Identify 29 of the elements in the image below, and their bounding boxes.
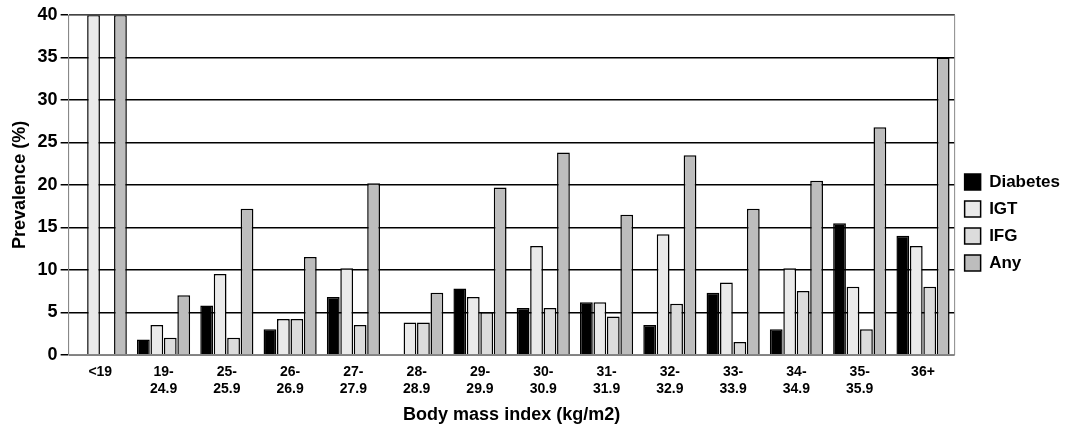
- x-tick-label: 35- 35.9: [846, 363, 874, 396]
- x-tick-label: 28- 28.9: [403, 363, 431, 396]
- y-tick-label: 0: [47, 343, 58, 364]
- x-tick-label: 30- 30.9: [529, 363, 558, 396]
- legend-label: Diabetes: [989, 171, 1061, 191]
- legend-label: IFG: [989, 225, 1018, 245]
- x-tick-label: 32- 32.9: [656, 363, 684, 396]
- y-axis-title: Prevalence (%): [8, 120, 29, 249]
- x-axis-title: Body mass index (kg/m2): [403, 404, 621, 425]
- x-tick-label: 19- 24.9: [149, 363, 178, 396]
- y-tick-label: 25: [37, 131, 58, 152]
- legend-label: IGT: [989, 198, 1019, 218]
- y-tick-label: 10: [37, 258, 58, 279]
- y-tick-label: 40: [37, 3, 58, 24]
- x-tick-label: 31- 31.9: [592, 363, 621, 396]
- y-tick-label: 35: [37, 46, 58, 67]
- x-tick-label: 29- 29.9: [466, 363, 494, 396]
- x-tick-label: 26- 26.9: [276, 363, 304, 396]
- x-tick-label: 36+: [911, 363, 935, 380]
- x-tick-label: <19: [88, 363, 113, 380]
- legend-label: Any: [989, 252, 1022, 272]
- x-tick-label: 34- 34.9: [782, 363, 811, 396]
- x-tick-label: 33- 33.9: [719, 363, 747, 396]
- y-tick-label: 30: [37, 88, 58, 109]
- x-tick-label: 27- 27.9: [339, 363, 368, 396]
- y-tick-label: 15: [37, 216, 58, 237]
- y-tick-label: 5: [47, 301, 58, 322]
- y-tick-label: 20: [37, 173, 58, 194]
- x-tick-label: 25- 25.9: [213, 363, 241, 396]
